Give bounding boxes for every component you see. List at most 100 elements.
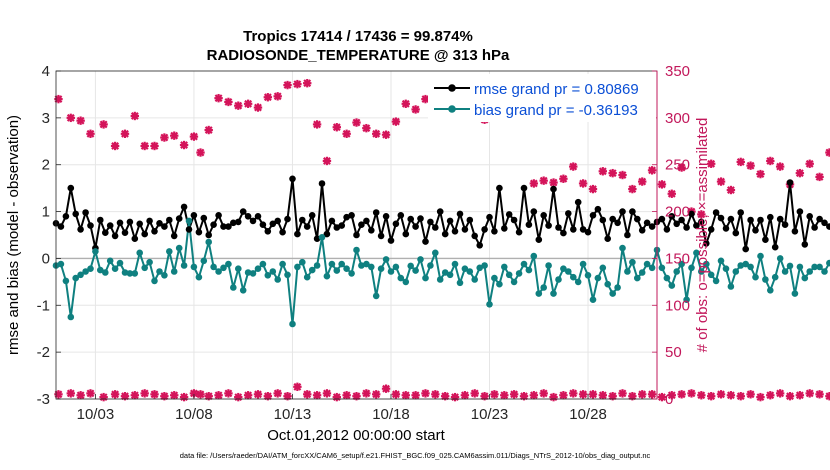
y-axis-left: -3 -2 -1 0 1 2 3 4 (37, 63, 61, 408)
obs-assimilated-marker (110, 390, 120, 399)
obs-assimilated-marker (588, 390, 598, 399)
obs-possible-marker (160, 133, 169, 142)
obs-possible-marker (647, 166, 657, 175)
obs-possible-marker (204, 125, 213, 135)
obs-assimilated-marker (293, 382, 302, 392)
rmse-point (166, 216, 173, 224)
obs-assimilated-marker (224, 389, 233, 398)
rmse-point (570, 226, 577, 233)
obs-assimilated-marker (214, 391, 223, 400)
bias-point (446, 271, 454, 279)
obs-possible-marker (697, 210, 706, 219)
obs-assimilated-marker (421, 389, 430, 398)
obs-assimilated-marker (283, 391, 292, 401)
obs-assimilated-marker (179, 392, 189, 402)
bias-point (126, 270, 134, 277)
rmse-point (215, 212, 222, 219)
y-left-tick-label: 2 (42, 157, 50, 174)
bias-point (678, 260, 685, 268)
rmse-point (648, 223, 656, 230)
rmse-point (501, 225, 508, 232)
bias-point (436, 276, 444, 283)
bias-point (308, 266, 316, 274)
bias-point (555, 276, 562, 283)
obs-assimilated-marker (130, 391, 140, 400)
obs-assimilated-marker (243, 391, 253, 400)
rmse-point (328, 217, 336, 225)
bias-point (239, 287, 247, 294)
bias-point (767, 287, 774, 294)
obs-possible-marker (549, 178, 558, 187)
rmse-point (343, 213, 350, 221)
obs-possible-marker (401, 99, 410, 108)
obs-possible-marker (263, 93, 273, 102)
bias-point (550, 290, 557, 297)
bias-point (387, 268, 395, 275)
bias-point (235, 265, 242, 273)
x-tick-label: 10/18 (372, 406, 410, 423)
bias-point (185, 217, 193, 225)
rmse-point (244, 213, 252, 220)
bias-point (62, 277, 70, 285)
rmse-point (289, 175, 296, 183)
rmse-point (67, 184, 75, 192)
obs-possible-marker (598, 167, 608, 176)
bias-point (722, 265, 730, 273)
rmse-point (432, 224, 439, 231)
bias-point (225, 260, 232, 268)
bias-point (530, 252, 538, 260)
bias-point (727, 283, 735, 290)
bias-point (609, 290, 616, 297)
obs-assimilated-marker (785, 391, 795, 401)
rmse-point (185, 226, 193, 233)
rmse-point (446, 217, 454, 225)
bias-point (338, 260, 346, 268)
rmse-point (786, 179, 794, 186)
obs-assimilated-marker (529, 391, 539, 400)
obs-possible-marker (736, 157, 745, 167)
obs-assimilated-marker (381, 384, 391, 393)
bias-point (762, 276, 769, 283)
rmse-point (392, 220, 400, 228)
x-tick-label: 10/03 (77, 406, 115, 423)
bias-point (279, 260, 286, 268)
obs-possible-marker (224, 97, 233, 107)
bias-point (141, 264, 148, 272)
bias-point (604, 280, 611, 288)
bias-point (589, 296, 597, 304)
bias-point (683, 296, 690, 304)
rmse-point (727, 215, 735, 223)
y-left-tick-label: -2 (37, 344, 50, 361)
bias-point (407, 262, 415, 270)
obs-possible-marker (293, 79, 302, 89)
obs-possible-marker (706, 159, 716, 168)
rmse-point (589, 212, 597, 219)
obs-possible-marker (189, 132, 199, 141)
rmse-point (87, 222, 94, 229)
bias-point (294, 263, 301, 271)
bias-point (673, 268, 680, 275)
bias-point (781, 268, 789, 275)
obs-assimilated-marker (638, 390, 647, 399)
bias-point (348, 270, 355, 277)
obs-possible-marker (805, 159, 814, 168)
rmse-point (294, 230, 301, 238)
rmse-point (249, 217, 257, 225)
rmse-point (441, 230, 449, 238)
obs-possible-marker (628, 184, 637, 194)
rmse-point (102, 229, 109, 236)
bias-point (353, 246, 360, 254)
rmse-point (466, 216, 474, 224)
rmse-point (121, 229, 129, 236)
rmse-point (402, 230, 410, 238)
rmse-point (491, 228, 498, 235)
bias-point (747, 263, 754, 271)
obs-assimilated-marker (372, 390, 381, 399)
bias-point (821, 268, 828, 275)
bias-point (382, 256, 390, 263)
rmse-point (574, 198, 582, 206)
obs-assimilated-marker (657, 392, 667, 402)
obs-count-markers (54, 78, 830, 402)
rmse-point (776, 215, 784, 223)
obs-possible-marker (766, 156, 775, 166)
